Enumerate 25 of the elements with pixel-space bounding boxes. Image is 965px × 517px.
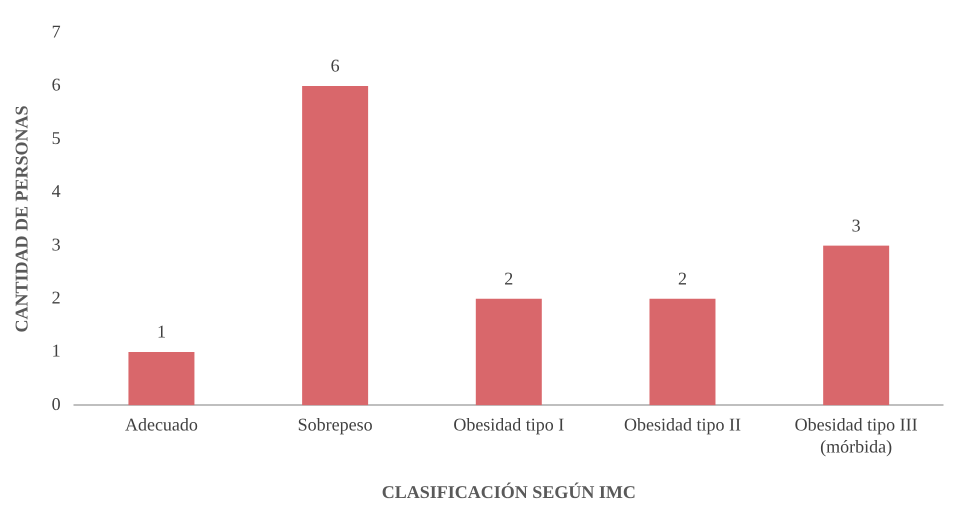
y-tick-label: 1 [52, 340, 61, 361]
y-tick-label: 5 [52, 128, 61, 148]
x-tick-label: Obesidad tipo II [624, 414, 741, 435]
y-tick-label: 7 [52, 22, 61, 42]
y-axis-title: CANTIDAD DE PERSONAS [11, 105, 32, 333]
x-tick-label: Obesidad tipo I [453, 414, 564, 435]
x-tick-label: Adecuado [124, 414, 198, 435]
bar [302, 86, 368, 406]
bar [476, 298, 542, 406]
y-tick-label: 0 [52, 394, 61, 414]
data-label: 6 [330, 56, 340, 76]
x-axis-title: CLASIFICACIÓN SEGÚN IMC [382, 482, 636, 502]
data-label: 1 [156, 322, 166, 342]
data-label: 2 [678, 268, 687, 289]
x-tick-label: Sobrepeso [298, 414, 373, 435]
y-tick-label: 6 [52, 74, 61, 95]
bar [649, 298, 716, 406]
x-tick-label: Obesidad tipo III (mórbida) [794, 414, 918, 456]
y-tick-label: 4 [52, 181, 61, 202]
data-label: 2 [504, 268, 514, 289]
bar [823, 246, 890, 406]
data-label: 3 [852, 215, 861, 236]
y-tick-label: 3 [52, 234, 61, 254]
bar [128, 352, 194, 406]
y-tick-label: 2 [52, 288, 61, 308]
